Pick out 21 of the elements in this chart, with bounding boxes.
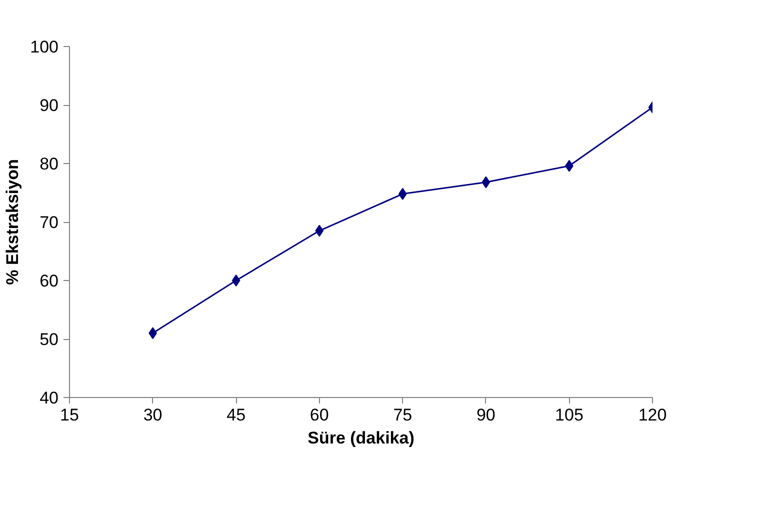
x-tick-label: 120: [638, 406, 667, 424]
x-axis-title: Süre (dakika): [308, 428, 414, 448]
y-tick-label: 50: [40, 330, 59, 349]
y-tick-label: 100: [30, 38, 59, 56]
y-tick-label: 80: [40, 154, 59, 174]
x-tick-label: 15: [60, 406, 79, 424]
x-tick-label: 75: [393, 406, 412, 424]
y-tick-label: 60: [40, 272, 59, 290]
point: [398, 188, 407, 200]
x-tick-label: 90: [476, 406, 496, 424]
x-tick-label: 45: [226, 406, 246, 424]
y-tick-label: 70: [40, 213, 59, 232]
x-tick-label: 30: [143, 406, 162, 424]
point: [315, 224, 324, 237]
y-tick-label: 40: [40, 388, 59, 408]
x-tick-label: 60: [310, 406, 329, 424]
y-axis-title: % Ekstraksiyon: [3, 159, 22, 285]
point: [232, 274, 240, 286]
point: [482, 176, 490, 188]
x-tick-label: 105: [555, 406, 584, 424]
y-tick-label: 90: [40, 96, 59, 115]
